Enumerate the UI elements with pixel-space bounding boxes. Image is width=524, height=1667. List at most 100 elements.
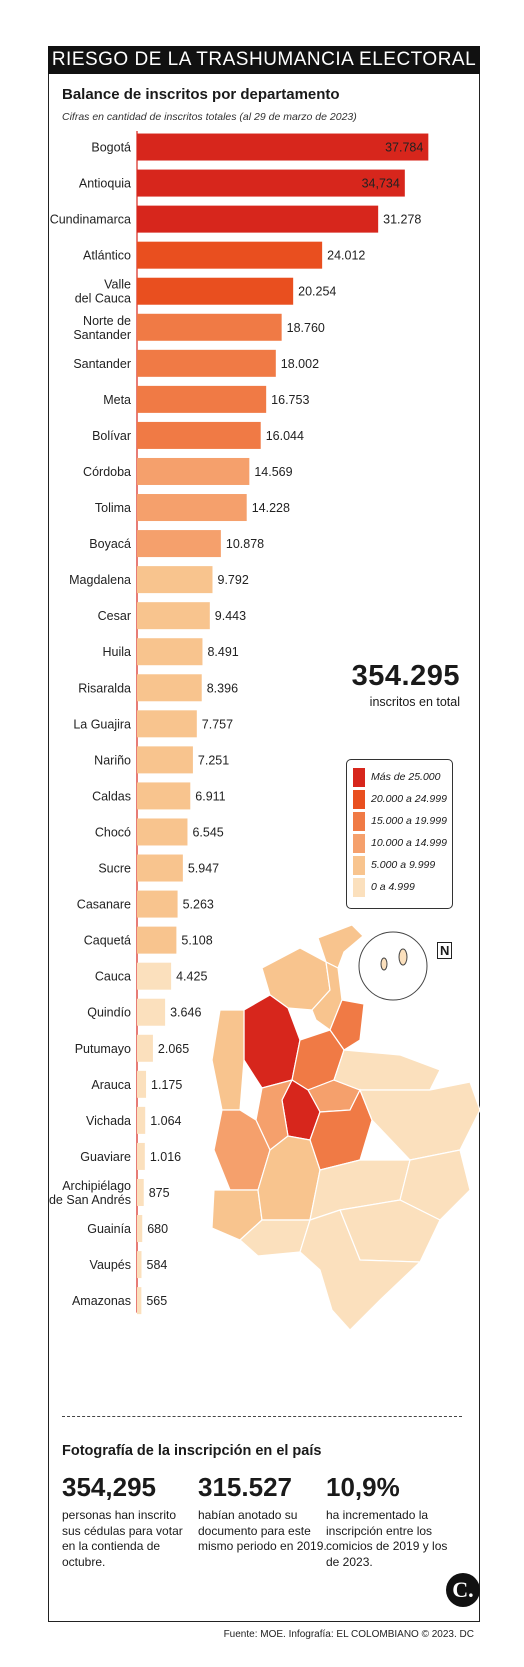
bar-value-label: 18.760 [287, 321, 325, 335]
map-region-arauca-casanare [333, 1049, 441, 1091]
map-region-amazonas [299, 1209, 422, 1331]
legend-entry: 20.000 a 24.999 [353, 788, 452, 810]
category-label: Sucre [98, 862, 131, 876]
bar-value-label: 37.784 [385, 141, 423, 155]
category-label: Putumayo [75, 1042, 131, 1056]
category-label: Norte de Santander [73, 314, 131, 342]
map-island-providencia [398, 948, 408, 966]
bar-value-label: 1.016 [150, 1150, 181, 1164]
bar-value-label: 24.012 [327, 249, 365, 263]
total-callout: 354.295 inscritos en total [340, 660, 460, 709]
category-label: Quindío [87, 1006, 131, 1020]
legend: Más de 25.000 20.000 a 24.999 15.000 a 1… [346, 759, 453, 909]
category-label: Bogotá [91, 141, 131, 155]
source-credit: Fuente: MOE. Infografía: EL COLOMBIANO ©… [223, 1629, 474, 1640]
bar-value-label: 5.947 [188, 862, 219, 876]
map-region-choco [211, 1009, 245, 1111]
bar [137, 962, 172, 990]
stat-value: 10,9% [326, 1472, 400, 1502]
bar-value-label: 875 [149, 1186, 170, 1200]
bar-value-label: 565 [146, 1294, 167, 1308]
stat-text: habían anotado su documento para este mi… [198, 1508, 327, 1553]
bar-value-label: 5.108 [181, 934, 212, 948]
compass-north-icon: N [437, 942, 453, 959]
category-label: Santander [73, 357, 131, 371]
bar-value-label: 1.175 [151, 1078, 182, 1092]
category-label: Arauca [91, 1078, 131, 1092]
stat-block: 315.527 habían anotado su documento para… [198, 1472, 328, 1555]
bar [137, 674, 202, 702]
bar-value-label: 18.002 [281, 357, 319, 371]
bar [137, 169, 405, 197]
bar [137, 926, 177, 954]
bar-value-label: 6.911 [195, 789, 225, 803]
legend-entry: Más de 25.000 [353, 766, 452, 788]
stat-text: personas han inscrito sus cédulas para v… [62, 1508, 183, 1569]
category-label: Caldas [92, 789, 131, 803]
bar-value-label: 9.792 [218, 573, 249, 587]
bar-value-label: 5.263 [183, 898, 214, 912]
category-label: Archipiélago de San Andrés [49, 1179, 131, 1207]
total-value: 354.295 [351, 660, 460, 692]
bar-value-label: 2.065 [158, 1042, 189, 1056]
bar-value-label: 20.254 [298, 285, 336, 299]
bar-value-label: 1.064 [150, 1114, 181, 1128]
map-region-cesar [311, 960, 343, 1031]
map-region-vichada [359, 1081, 481, 1161]
legend-swatch [353, 877, 365, 897]
map-region-norte-santander [329, 999, 365, 1051]
bar [137, 530, 221, 558]
category-label: Valle del Cauca [75, 278, 131, 306]
category-label: Tolima [95, 501, 131, 515]
category-label: Nariño [94, 753, 131, 767]
bar [137, 998, 166, 1026]
bar-value-label: 6.545 [192, 825, 223, 839]
bar [137, 1287, 142, 1315]
legend-label: Más de 25.000 [371, 771, 441, 783]
category-label: Vaupés [90, 1258, 131, 1272]
legend-label: 0 a 4.999 [371, 881, 415, 893]
bar [137, 349, 276, 377]
category-label: Risaralda [78, 681, 131, 695]
category-label: Amazonas [72, 1294, 131, 1308]
map-island-san-andres [380, 957, 388, 971]
legend-swatch [353, 767, 365, 787]
category-label: Vichada [86, 1114, 131, 1128]
bar [137, 133, 429, 161]
legend-label: 5.000 a 9.999 [371, 859, 436, 871]
legend-label: 20.000 a 24.999 [371, 793, 447, 805]
bar [137, 1034, 153, 1062]
total-caption: inscritos en total [369, 695, 460, 709]
bar-value-label: 3.646 [170, 1006, 201, 1020]
bar [137, 457, 250, 485]
stat-value: 315.527 [198, 1472, 292, 1502]
bar [137, 313, 282, 341]
bar [137, 1142, 145, 1170]
chart-title: Balance de inscritos por departamento [62, 86, 340, 103]
category-label: Huila [103, 645, 132, 659]
category-label: Antioquia [79, 177, 131, 191]
bar-value-label: 14.228 [252, 501, 290, 515]
legend-entry: 5.000 a 9.999 [353, 854, 452, 876]
category-label: Cesar [98, 609, 131, 623]
legend-swatch [353, 789, 365, 809]
legend-swatch [353, 833, 365, 853]
bar [137, 746, 193, 774]
stat-block: 10,9% ha incrementado la inscripción ent… [326, 1472, 456, 1570]
bar-value-label: 10.878 [226, 537, 264, 551]
category-label: Casanare [77, 898, 131, 912]
category-label: Cauca [95, 970, 131, 984]
legend-label: 15.000 a 19.999 [371, 815, 447, 827]
bar [137, 1070, 147, 1098]
legend-entry: 0 a 4.999 [353, 876, 452, 898]
bar [137, 566, 213, 594]
category-label: Meta [103, 393, 131, 407]
bar-value-label: 8.396 [207, 681, 238, 695]
bar-value-label: 34,734 [362, 177, 400, 191]
bar [137, 1251, 142, 1279]
bar-value-label: 584 [147, 1258, 168, 1272]
bar [137, 494, 247, 522]
legend-label: 10.000 a 14.999 [371, 837, 447, 849]
bar [137, 1106, 146, 1134]
bar [137, 782, 191, 810]
